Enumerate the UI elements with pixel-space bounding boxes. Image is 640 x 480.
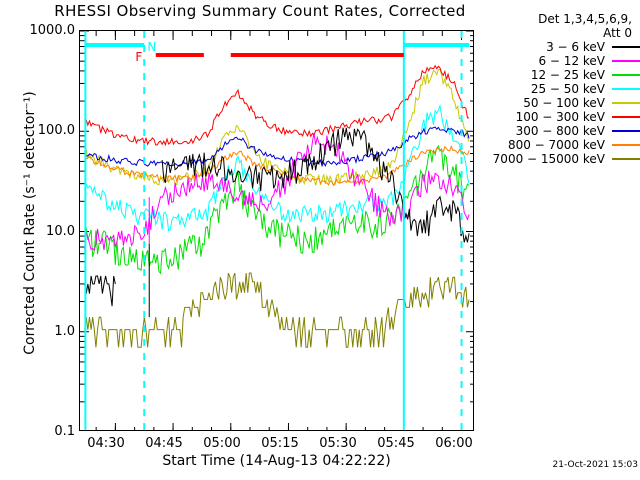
legend-color-swatch — [612, 102, 640, 104]
legend-item-label: 7000 − 15000 keV — [492, 152, 605, 166]
y-tick-label: 0.1 — [54, 424, 75, 439]
legend-item[interactable]: 50 − 100 keV — [484, 96, 640, 110]
legend-item-label: 100 − 300 keV — [515, 110, 605, 124]
event-markers — [84, 31, 470, 430]
legend: Det 1,3,4,5,6,9, Att 0 3 − 6 keV 6 − 12 k… — [484, 12, 640, 166]
y-axis-labels: 1000.0 100.0 10.0 1.0 0.1 — [0, 0, 76, 480]
legend-color-swatch — [612, 88, 640, 90]
y-tick-label: 1.0 — [54, 324, 75, 339]
x-tick-label: 06:00 — [435, 436, 473, 451]
legend-item-label: 6 − 12 keV — [538, 54, 605, 68]
axis-ticks — [80, 31, 473, 430]
legend-item[interactable]: 6 − 12 keV — [484, 54, 640, 68]
x-tick-label: 05:15 — [261, 436, 299, 451]
flag-f-label: F — [135, 50, 142, 64]
legend-item-label: 50 − 100 keV — [523, 96, 605, 110]
legend-header-attenuator: Att 0 — [603, 26, 632, 40]
legend-item-label: 800 − 7000 keV — [507, 138, 605, 152]
series-line-0 — [84, 127, 470, 307]
y-tick-label: 100.0 — [37, 123, 75, 138]
x-axis-labels: 04:30 04:45 05:00 05:15 05:30 05:45 06:0… — [0, 436, 640, 456]
series-line-4 — [84, 68, 470, 187]
x-tick-label: 04:30 — [87, 436, 125, 451]
plot-canvas: FN — [80, 31, 473, 430]
legend-color-swatch — [612, 60, 640, 62]
x-tick-label: 05:30 — [319, 436, 357, 451]
legend-color-swatch — [612, 74, 640, 76]
legend-color-swatch — [612, 130, 640, 132]
series-line-1 — [84, 132, 470, 251]
series-line-3 — [84, 103, 470, 232]
x-tick-label: 05:00 — [203, 436, 241, 451]
legend-color-swatch — [612, 116, 640, 118]
legend-item[interactable]: 300 − 800 keV — [484, 124, 640, 138]
x-tick-label: 05:45 — [377, 436, 415, 451]
legend-item-label: 300 − 800 keV — [515, 124, 605, 138]
generation-timestamp: 21-Oct-2021 15:03 — [552, 460, 638, 470]
legend-item[interactable]: 3 − 6 keV — [484, 40, 640, 54]
legend-item[interactable]: 25 − 50 keV — [484, 82, 640, 96]
legend-item-label: 12 − 25 keV — [530, 68, 605, 82]
legend-color-swatch — [612, 46, 640, 48]
series-line-6 — [84, 126, 470, 168]
legend-item-label: 25 − 50 keV — [530, 82, 605, 96]
y-tick-label: 1000.0 — [29, 23, 76, 38]
legend-header-detectors: Det 1,3,4,5,6,9, — [538, 12, 632, 26]
x-axis-title: Start Time (14-Aug-13 04:22:22) — [162, 453, 391, 469]
y-tick-label: 10.0 — [46, 224, 75, 239]
legend-color-swatch — [612, 158, 640, 160]
series-line-5 — [84, 64, 470, 147]
legend-item[interactable]: 12 − 25 keV — [484, 68, 640, 82]
legend-color-swatch — [612, 144, 640, 146]
y-axis-title: Corrected Count Rate (s⁻¹ detector⁻¹) — [22, 91, 38, 355]
legend-item[interactable]: 100 − 300 keV — [484, 110, 640, 124]
x-tick-label: 04:45 — [145, 436, 183, 451]
legend-item-label: 3 − 6 keV — [546, 40, 605, 54]
flag-n-label: N — [147, 40, 156, 54]
legend-rows: 3 − 6 keV 6 − 12 keV 12 − 25 keV 25 − 50 ke… — [484, 40, 640, 166]
legend-item[interactable]: 800 − 7000 keV — [484, 138, 640, 152]
series-line-8 — [84, 272, 470, 348]
legend-item[interactable]: 7000 − 15000 keV — [484, 152, 640, 166]
series-line-2 — [84, 144, 470, 275]
page-title: RHESSI Observing Summary Count Rates, Co… — [54, 2, 466, 20]
